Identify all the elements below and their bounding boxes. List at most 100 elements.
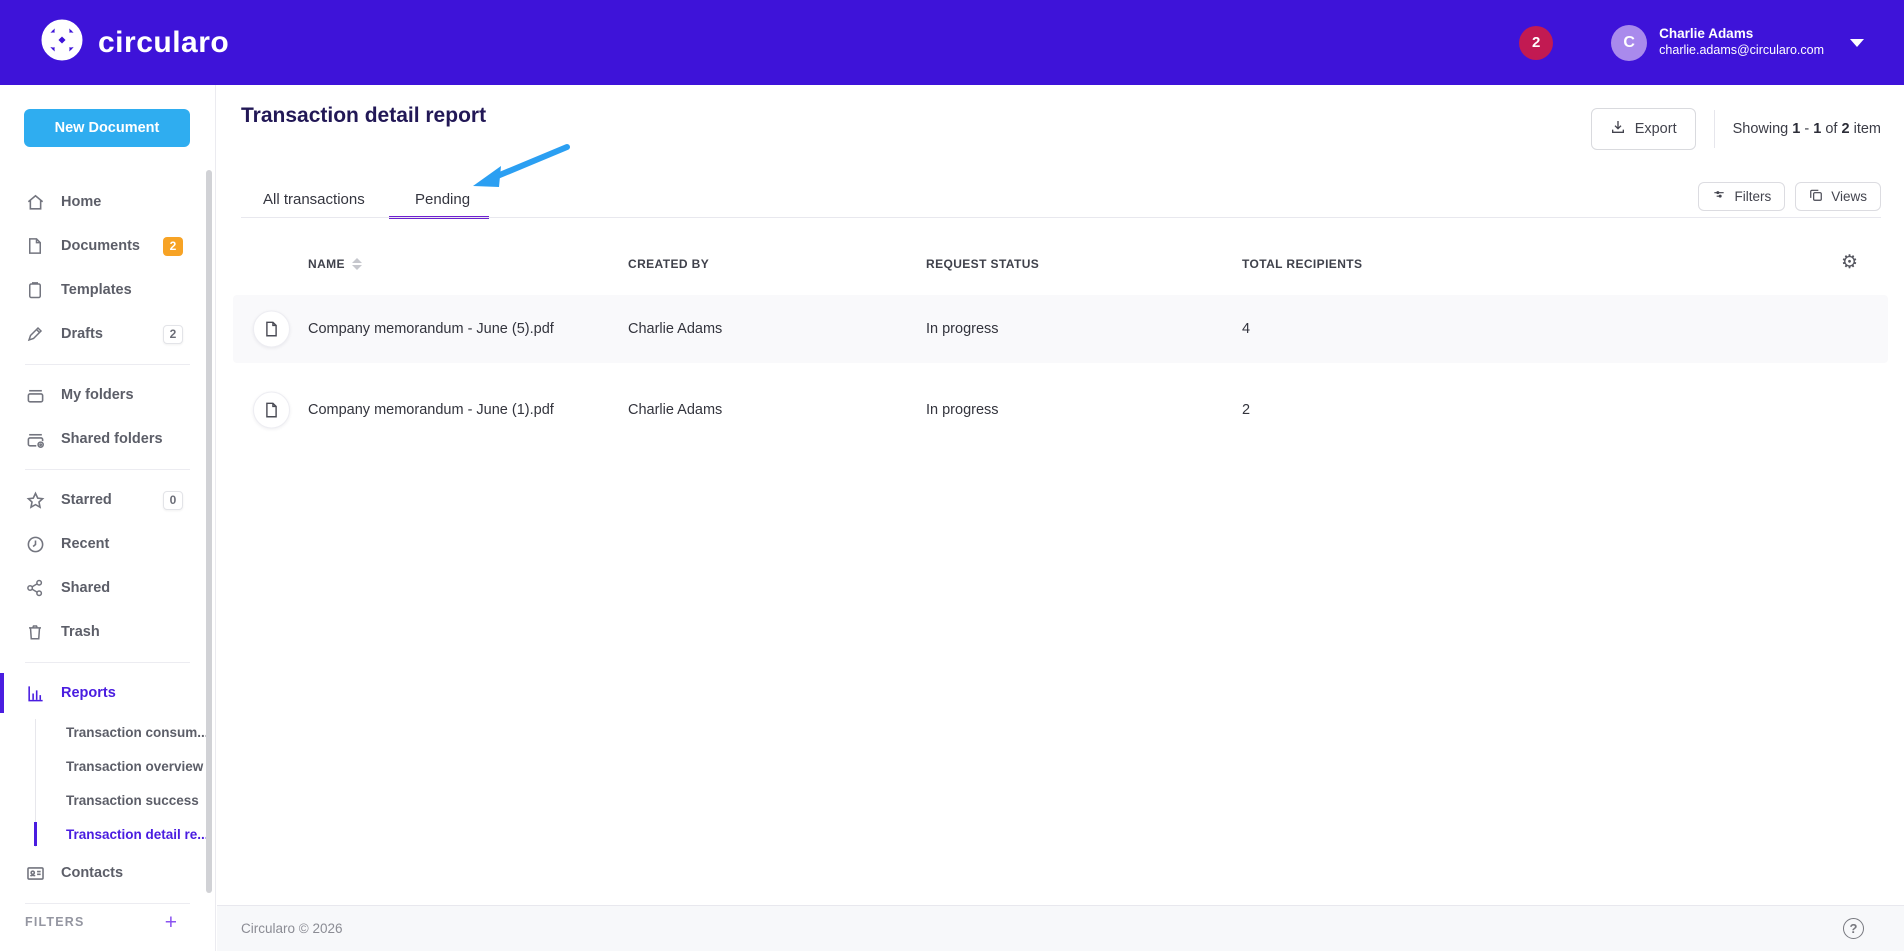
table-settings-gear-icon[interactable]: ⚙ [1840, 252, 1858, 273]
table-row[interactable]: Company memorandum - June (5).pdf Charli… [233, 295, 1888, 363]
avatar: C [1611, 24, 1648, 61]
filters-button[interactable]: Filters [1698, 182, 1786, 211]
divider [25, 903, 190, 904]
subitem-transaction-consumption[interactable]: Transaction consum... [66, 724, 209, 740]
notification-badge[interactable]: 2 [1519, 25, 1554, 60]
sidebar-item-drafts[interactable]: Drafts 2 [0, 312, 215, 356]
sidebar-item-label: My folders [61, 387, 134, 403]
document-icon [25, 236, 45, 256]
copyright-text: Circularo © 2026 [241, 921, 343, 936]
sidebar-item-contacts[interactable]: Contacts [0, 851, 215, 895]
edit-pencil-icon [25, 324, 45, 344]
chevron-down-icon [1850, 38, 1864, 47]
sidebar-item-label: Reports [61, 685, 116, 701]
sidebar-item-label: Starred [61, 492, 112, 508]
sidebar-item-label: Drafts [61, 326, 103, 342]
sort-icon[interactable] [351, 258, 362, 270]
tab-bar: All transactions Pending Filters Views [217, 181, 1904, 219]
filters-section-label: FILTERS [25, 915, 85, 929]
subitem-transaction-detail-report[interactable]: Transaction detail re... [0, 817, 215, 851]
download-icon [1610, 119, 1626, 139]
transactions-table: NAME CREATED BY REQUEST STATUS TOTAL REC… [233, 235, 1888, 457]
sidebar-item-label: Documents [61, 238, 140, 254]
views-button[interactable]: Views [1795, 182, 1881, 211]
add-filter-button[interactable]: + [164, 910, 177, 934]
cell-total-recipients: 2 [1242, 402, 1251, 418]
sidebar-item-trash[interactable]: Trash [0, 610, 215, 654]
cell-name: Company memorandum - June (1).pdf [308, 402, 554, 418]
sidebar-item-templates[interactable]: Templates [0, 268, 215, 312]
brand[interactable]: circularo [40, 18, 229, 67]
column-header-created-by[interactable]: CREATED BY [628, 257, 710, 271]
divider [241, 217, 1881, 218]
page-title: Transaction detail report [241, 104, 487, 127]
cell-request-status: In progress [926, 321, 999, 337]
column-header-total-recipients[interactable]: TOTAL RECIPIENTS [1242, 257, 1363, 271]
help-icon[interactable]: ? [1843, 918, 1864, 939]
cell-request-status: In progress [926, 402, 999, 418]
sidebar-item-reports[interactable]: Reports [0, 671, 215, 715]
sidebar-item-shared[interactable]: Shared [0, 566, 215, 610]
footer: Circularo © 2026 ? [217, 905, 1904, 951]
user-name: Charlie Adams [1659, 26, 1754, 42]
cell-total-recipients: 4 [1242, 321, 1251, 337]
sidebar-item-documents[interactable]: Documents 2 [0, 224, 215, 268]
divider [25, 469, 190, 470]
sidebar-scrollbar[interactable] [206, 170, 212, 893]
home-icon [25, 192, 45, 212]
results-count: Showing 1 - 1 of 2 item [1732, 121, 1881, 137]
filter-icon [1712, 188, 1726, 205]
sidebar-item-label: Trash [61, 624, 100, 640]
starred-count-badge: 0 [163, 490, 183, 510]
export-button[interactable]: Export [1590, 108, 1696, 150]
sidebar-item-label: Shared [61, 580, 111, 596]
folders-icon [25, 385, 45, 405]
active-indicator [0, 673, 4, 713]
drafts-count-badge: 2 [163, 324, 183, 344]
user-email: charlie.adams@circularo.com [1659, 43, 1824, 58]
divider [25, 364, 190, 365]
sidebar-item-label: Recent [61, 536, 110, 552]
contacts-card-icon [25, 863, 45, 883]
subitem-transaction-overview[interactable]: Transaction overview [66, 758, 204, 774]
tab-pending[interactable]: Pending [415, 191, 471, 208]
share-icon [25, 578, 45, 598]
sidebar-item-recent[interactable]: Recent [0, 522, 215, 566]
sidebar-item-my-folders[interactable]: My folders [0, 373, 215, 417]
trash-icon [25, 622, 45, 642]
shared-folders-icon [25, 429, 45, 449]
bar-chart-icon [25, 683, 45, 703]
tab-all-transactions[interactable]: All transactions [263, 191, 365, 208]
reports-submenu: Transaction consum... Transaction overvi… [0, 715, 215, 851]
new-document-button[interactable]: New Document [24, 109, 190, 147]
sidebar-item-label: Templates [61, 282, 132, 298]
sidebar-item-label: Contacts [61, 865, 124, 881]
user-menu[interactable]: C Charlie Adams charlie.adams@circularo.… [1611, 24, 1864, 61]
sidebar-item-label: Shared folders [61, 431, 163, 447]
divider [1713, 110, 1715, 148]
cell-name: Company memorandum - June (5).pdf [308, 321, 554, 337]
views-copy-icon [1809, 188, 1823, 205]
file-icon [253, 310, 290, 348]
cell-created-by: Charlie Adams [628, 321, 723, 337]
cell-created-by: Charlie Adams [628, 402, 723, 418]
star-icon [25, 490, 45, 510]
file-icon [253, 391, 290, 429]
filters-section: FILTERS + [0, 907, 215, 937]
table-header: NAME CREATED BY REQUEST STATUS TOTAL REC… [233, 235, 1888, 295]
circularo-logo-icon [40, 18, 84, 67]
sidebar-item-shared-folders[interactable]: Shared folders [0, 417, 215, 461]
sidebar-item-label: Home [61, 194, 102, 210]
documents-count-badge: 2 [163, 236, 183, 256]
table-row[interactable]: Company memorandum - June (1).pdf Charli… [233, 376, 1888, 444]
clock-icon [25, 534, 45, 554]
sidebar-item-starred[interactable]: Starred 0 [0, 478, 215, 522]
template-icon [25, 280, 45, 300]
column-header-name[interactable]: NAME [308, 257, 362, 271]
sidebar-item-home[interactable]: Home [0, 180, 215, 224]
active-indicator [34, 822, 37, 846]
subitem-transaction-success[interactable]: Transaction success [66, 792, 199, 808]
brand-name: circularo [98, 25, 230, 59]
column-header-request-status[interactable]: REQUEST STATUS [926, 257, 1040, 271]
